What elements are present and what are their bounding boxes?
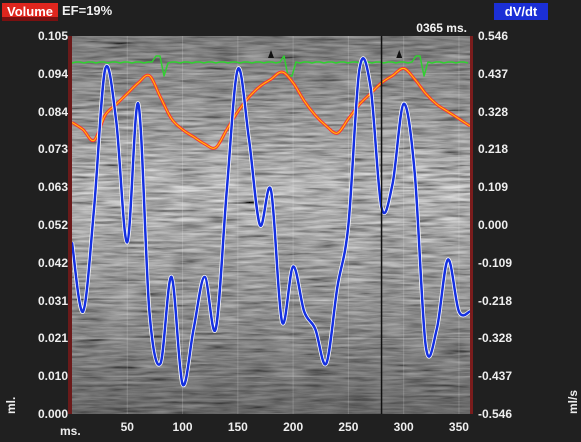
left-tick-label: 0.063 [37,180,68,195]
left-tick-label: 0.010 [37,369,68,384]
dvdt-legend-tag: dV/dt [494,3,548,20]
r-wave-marker-icon [396,50,403,58]
left-tick-label: 0.084 [37,104,68,119]
right-unit-label: ml/s [566,389,580,414]
right-tick-label: 0.109 [478,180,509,195]
dvdt-series-line [72,57,470,387]
x-tick-label: 150 [227,420,248,434]
ejection-fraction-readout: EF=19% [62,3,113,18]
volume-legend-tag: Volume [2,3,58,20]
right-tick-label: 0.546 [478,29,509,43]
plot-right-edge [470,36,473,414]
x-tick-label: 100 [172,420,193,434]
left-tick-label: 0.021 [37,331,68,346]
right-tick-label: -0.328 [478,331,513,346]
left-tick-label: 0.105 [37,29,68,43]
r-wave-marker-icon [268,50,274,58]
mmode-plot-area[interactable] [72,36,470,414]
right-tick-label: 0.328 [478,104,509,119]
right-tick-label: 0.000 [478,218,509,232]
time-readout: 0365 ms. [416,21,467,35]
ecg-trace-line [72,55,469,77]
left-tick-label: 0.052 [37,218,68,232]
left-tick-label: 0.031 [37,293,68,308]
right-tick-label: 0.437 [478,66,509,81]
left-tick-label: 0.000 [37,407,68,421]
volume-legend-underline [2,17,58,21]
left-tick-label: 0.073 [37,142,68,157]
left-tick-label: 0.094 [37,66,68,81]
x-tick-label: 250 [338,420,359,434]
x-tick-label: 350 [448,420,469,434]
plot-left-edge [68,36,72,414]
x-tick-label: 300 [393,420,414,434]
right-tick-label: 0.218 [478,142,509,157]
right-tick-label: -0.218 [478,293,513,308]
x-tick-label: 200 [283,420,304,434]
right-tick-label: -0.546 [478,407,513,421]
right-tick-label: -0.109 [478,255,513,270]
left-tick-label: 0.042 [37,255,68,270]
x-unit-label: ms. [60,424,81,438]
x-tick-label: 50 [120,420,134,434]
volume-series-core [72,67,470,149]
left-unit-label: ml. [4,396,18,414]
right-tick-label: -0.437 [478,369,513,384]
